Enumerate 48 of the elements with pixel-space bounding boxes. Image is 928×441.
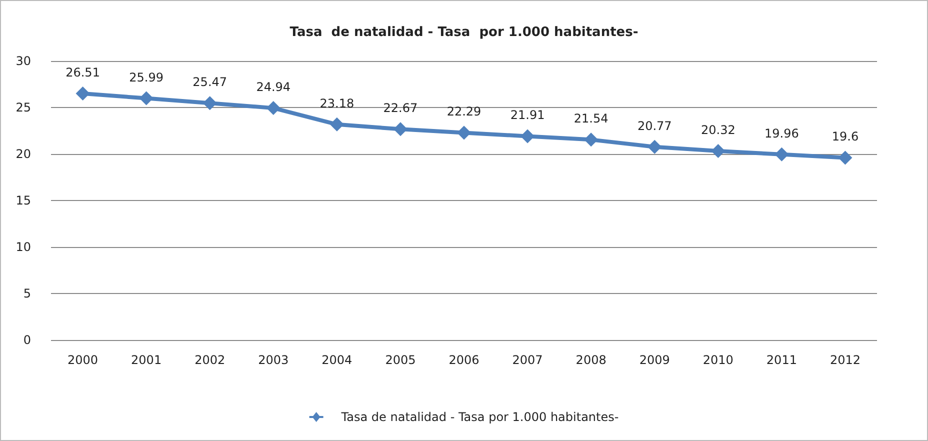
y-tick-label: 5 <box>23 286 31 300</box>
point <box>711 144 726 158</box>
y-tick-label: 15 <box>16 194 31 208</box>
data-label: 25.47 <box>192 75 228 90</box>
point <box>202 96 217 110</box>
point <box>584 132 598 147</box>
data-label: 25.99 <box>129 70 164 84</box>
data-label: 22.67 <box>383 101 418 116</box>
x-tick-label: 2009 <box>639 353 670 367</box>
y-tick-label: 10 <box>16 240 31 254</box>
x-tick-label: 2001 <box>131 353 162 367</box>
y-tick-label: 30 <box>16 54 31 68</box>
data-label: 22.29 <box>446 104 482 119</box>
point <box>393 122 408 136</box>
x-tick-label: 2011 <box>766 353 797 367</box>
point <box>457 126 471 140</box>
x-tick-label: 2010 <box>702 353 734 367</box>
x-tick-label: 2006 <box>448 353 480 367</box>
point <box>266 101 280 116</box>
y-tick-label: 25 <box>16 100 31 114</box>
x-tick-label: 2003 <box>258 353 289 367</box>
point <box>76 86 90 100</box>
x-tick-label: 2005 <box>385 353 416 367</box>
data-label: 19.96 <box>764 126 799 140</box>
data-label: 26.51 <box>66 65 100 80</box>
x-tick-label: 2007 <box>512 353 543 367</box>
point <box>330 117 344 132</box>
y-tick-label: 20 <box>16 147 31 161</box>
legend-label: Tasa de natalidad - Tasa por 1.000 habitantes- <box>340 410 619 424</box>
x-tick-label: 2000 <box>67 353 98 367</box>
data-label: 21.91 <box>510 108 545 122</box>
x-tick-label: 2012 <box>830 353 861 367</box>
data-label: 20.77 <box>637 118 672 133</box>
chart-title: Tasa de natalidad - Tasa por 1.000 habitantes- <box>290 25 638 40</box>
point <box>838 150 852 165</box>
point <box>774 147 789 162</box>
point <box>648 140 662 154</box>
point <box>520 129 535 144</box>
x-tick-label: 2008 <box>576 353 606 367</box>
x-tick-label: 2004 <box>322 353 352 367</box>
data-label: 19.6 <box>832 130 859 144</box>
point <box>139 91 154 106</box>
x-tick-label: 2002 <box>194 353 226 367</box>
data-label: 24.94 <box>256 80 291 94</box>
data-label: 21.54 <box>574 112 608 126</box>
data-label: 20.32 <box>700 123 736 138</box>
y-tick-label: 0 <box>23 333 31 347</box>
data-label: 23.18 <box>320 96 354 110</box>
